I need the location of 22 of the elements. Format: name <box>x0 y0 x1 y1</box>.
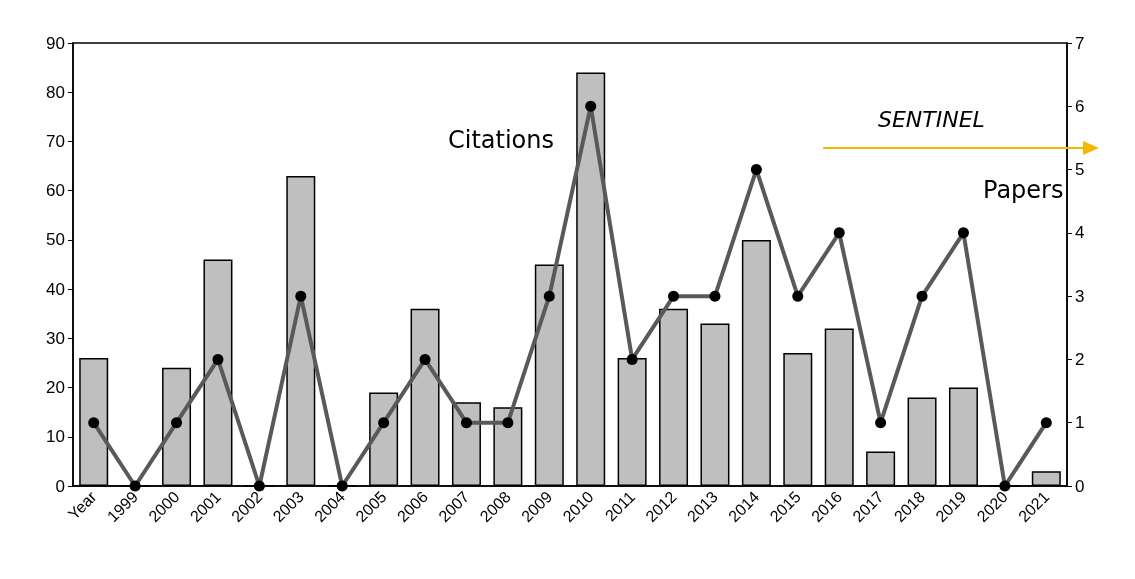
y-tick-label: 40 <box>46 279 65 299</box>
y-tick-label: 60 <box>46 181 65 201</box>
y-tick-label: 80 <box>46 82 65 102</box>
y-tick-label: 0 <box>55 476 65 496</box>
annotation: SENTINEL <box>878 106 985 132</box>
y-tick-label: 20 <box>46 378 65 398</box>
y2-tick-label: 1 <box>1075 413 1085 433</box>
x-tick-label: Year <box>64 487 101 523</box>
y2-tick-label: 0 <box>1075 476 1085 496</box>
y-tick-label: 30 <box>46 328 65 348</box>
y-tick-label: 90 <box>46 33 65 53</box>
y2-tick-label: 7 <box>1075 33 1085 53</box>
series-label: Citations <box>448 126 555 154</box>
y2-tick-label: 3 <box>1075 286 1085 306</box>
y-tick-label: 70 <box>46 131 65 151</box>
y2-tick-label: 4 <box>1075 223 1085 243</box>
y2-tick-label: 6 <box>1075 96 1085 116</box>
series-label: Papers <box>983 176 1064 204</box>
y2-tick-label: 5 <box>1075 160 1085 180</box>
y-tick-label: 50 <box>46 230 65 250</box>
y2-tick-label: 2 <box>1075 349 1085 369</box>
y-tick-label: 10 <box>46 427 65 447</box>
